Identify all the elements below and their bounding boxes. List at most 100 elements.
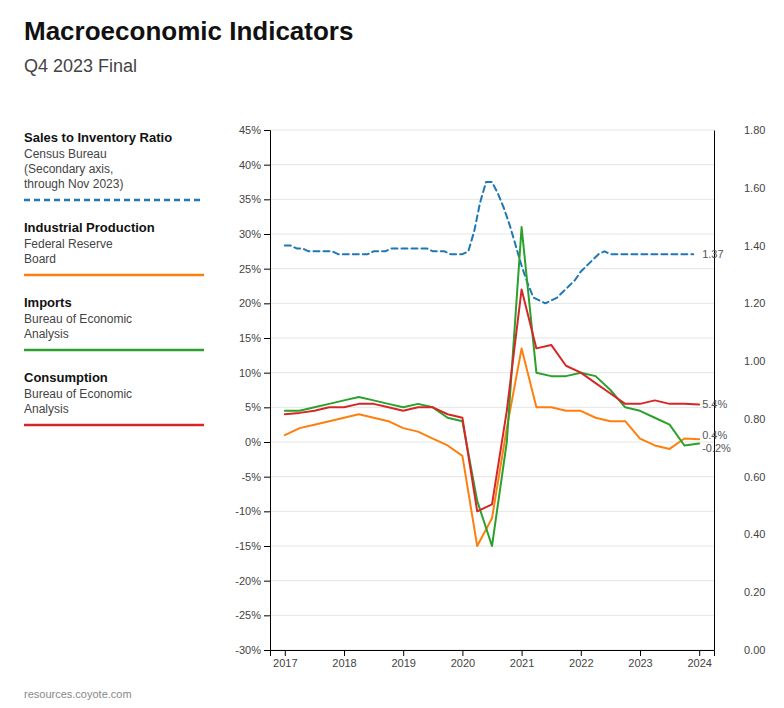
legend: Sales to Inventory Ratio Census Bureau(Se… [24, 130, 204, 425]
legend-description: Board [24, 252, 56, 266]
grid-line [270, 511, 714, 512]
x-tick-mark [581, 650, 582, 656]
y2-tick-label: 1.20 [744, 297, 765, 309]
y-tick-mark [264, 373, 270, 374]
x-tick: 2022 [569, 650, 593, 669]
x-tick-label: 2019 [391, 657, 415, 669]
y-tick-mark [264, 303, 270, 304]
chart-container: Macroeconomic Indicators Q4 2023 Final res… [0, 0, 784, 708]
y-tick-label: -25% [235, 609, 261, 621]
legend-item: Industrial ProductionFederal ReserveBoar… [24, 220, 204, 275]
y-tick-label: 0% [245, 436, 261, 448]
grid-line [270, 234, 714, 235]
x-tick-label: 2021 [510, 657, 534, 669]
x-tick: 2018 [332, 650, 356, 669]
y-tick-mark [264, 269, 270, 270]
y-tick-label: 5% [245, 401, 261, 413]
y-tick: 20% [239, 297, 270, 309]
y2-axis: 0.000.200.400.600.801.001.201.401.601.80 [714, 124, 765, 656]
x-tick-label: 2022 [569, 657, 593, 669]
y2-tick: 0.40 [714, 528, 765, 540]
legend-item: Sales to Inventory Ratio Census Bureau(Se… [24, 130, 204, 200]
x-tick-label: 2018 [332, 657, 356, 669]
annotation: -0.2% [702, 442, 731, 454]
y-tick-mark [264, 511, 270, 512]
legend-swatch [24, 424, 204, 427]
grid-line [270, 476, 714, 477]
y2-tick-label: 0.80 [744, 413, 765, 425]
y-tick-mark [264, 407, 270, 408]
chart-svg: Macroeconomic Indicators Q4 2023 Final res… [0, 0, 784, 708]
x-tick: 2017 [273, 650, 297, 669]
x-axis: 2017 2018 2019 2020 2021 2022 2023 2024 [271, 650, 715, 669]
legend-label: Imports [24, 295, 72, 310]
y2-tick-label: 1.60 [744, 182, 765, 194]
y2-tick: 1.80 [714, 124, 765, 136]
y-tick: -5% [241, 471, 270, 483]
legend-description: Bureau of Economic [24, 387, 132, 401]
y-tick-label: 20% [239, 297, 261, 309]
annotation: 5.4% [702, 398, 727, 410]
grid [270, 130, 714, 650]
y2-tick: 0.60 [714, 471, 765, 483]
y-tick-label: -10% [235, 505, 261, 517]
x-tick-mark [522, 650, 523, 656]
x-axis-line [271, 651, 715, 657]
y2-tick-label: 0.00 [744, 644, 765, 656]
legend-label: Industrial Production [24, 220, 155, 235]
grid-line [270, 268, 714, 269]
y-tick-label: -20% [235, 575, 261, 587]
y-tick: 15% [239, 332, 270, 344]
y2-tick: 1.00 [714, 355, 765, 367]
y-tick-label: 40% [239, 159, 261, 171]
x-tick-mark [344, 650, 345, 656]
y-tick-mark [264, 615, 270, 616]
grid-line [270, 580, 714, 581]
y2-tick: 1.60 [714, 182, 765, 194]
y-tick: 5% [245, 401, 270, 413]
legend-description: Census Bureau [24, 147, 107, 161]
legend-swatch [24, 199, 204, 202]
grid-line [270, 164, 714, 165]
legend-item: ImportsBureau of EconomicAnalysis [24, 295, 204, 350]
y-tick-label: 15% [239, 332, 261, 344]
y-tick: -10% [235, 505, 270, 517]
y2-tick: 0.20 [714, 586, 765, 598]
grid-line [270, 130, 714, 131]
y-tick-mark [264, 338, 270, 339]
x-tick-mark [640, 650, 641, 656]
legend-description: (Secondary axis, [24, 162, 113, 176]
x-tick-label: 2024 [687, 657, 711, 669]
grid-line [270, 303, 714, 304]
x-tick: 2021 [510, 650, 534, 669]
y-tick-label: 10% [239, 367, 261, 379]
legend-item: ConsumptionBureau of EconomicAnalysis [24, 370, 204, 425]
y-tick-mark [264, 581, 270, 582]
y2-tick-label: 1.00 [744, 355, 765, 367]
legend-description: through Nov 2023) [24, 177, 123, 191]
title: Macroeconomic Indicators [24, 16, 353, 46]
x-tick: 2023 [628, 650, 652, 669]
x-tick-label: 2020 [451, 657, 475, 669]
series-line [285, 289, 699, 511]
y-tick: -20% [235, 575, 270, 587]
y2-tick-label: 1.80 [744, 124, 765, 136]
y2-tick-label: 0.40 [744, 528, 765, 540]
y2-tick-label: 0.60 [744, 471, 765, 483]
x-tick-label: 2023 [628, 657, 652, 669]
legend-swatch [24, 349, 204, 352]
y-tick: 45% [239, 124, 270, 136]
footer: resources.coyote.com [24, 688, 132, 700]
y-tick: 30% [239, 228, 270, 240]
x-tick: 2020 [451, 650, 475, 669]
annotation: 0.4% [702, 429, 727, 441]
y2-tick: 1.20 [714, 297, 765, 309]
legend-description: Bureau of Economic [24, 312, 132, 326]
grid-line [270, 338, 714, 339]
y-tick: -25% [235, 609, 270, 621]
x-tick: 2024 [687, 650, 711, 669]
subtitle: Q4 2023 Final [24, 56, 137, 76]
annotation: 1.37 [702, 248, 723, 260]
legend-label: Sales to Inventory Ratio [24, 130, 172, 145]
y-tick-label: 25% [239, 263, 261, 275]
